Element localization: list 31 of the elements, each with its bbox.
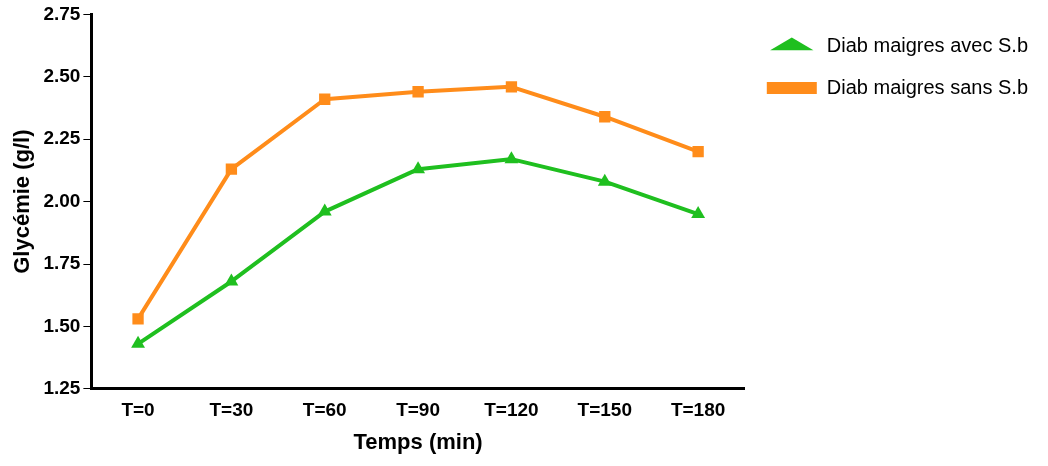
point [224, 273, 239, 286]
x-axis-title: Temps (min) [353, 428, 483, 454]
point [504, 151, 519, 164]
x-tick-label: T=90 [396, 399, 441, 421]
y-tick-label: 2.00 [43, 189, 81, 211]
x-tick-label: T=120 [484, 399, 539, 421]
point [317, 203, 332, 216]
x-tick-label: T=30 [209, 399, 254, 421]
y-tick-label: 2.50 [43, 65, 81, 87]
y-tick-label: 2.25 [43, 127, 81, 149]
y-tick-label: 1.75 [43, 252, 81, 274]
point [412, 86, 424, 98]
point [225, 163, 238, 175]
x-tick-label: T=0 [121, 399, 155, 421]
point [505, 81, 518, 93]
y-axis-title: Glycémie (g/l) [9, 129, 35, 274]
point [131, 335, 145, 348]
y-tick-label: 2.75 [43, 2, 81, 24]
legend-label: Diab maigres avec S.b [826, 33, 1028, 56]
x-tick-label: T=60 [302, 399, 347, 421]
point [411, 161, 426, 174]
x-tick-label: T=180 [670, 399, 726, 421]
y-tick-label: 1.50 [43, 314, 81, 336]
point [692, 146, 704, 158]
legend-label: Diab maigres sans S.b [826, 75, 1028, 98]
point [597, 173, 612, 186]
point [691, 206, 706, 219]
point [319, 93, 331, 105]
y-tick-label: 1.25 [43, 377, 81, 399]
x-tick-label: T=150 [577, 399, 632, 421]
point [599, 111, 611, 123]
